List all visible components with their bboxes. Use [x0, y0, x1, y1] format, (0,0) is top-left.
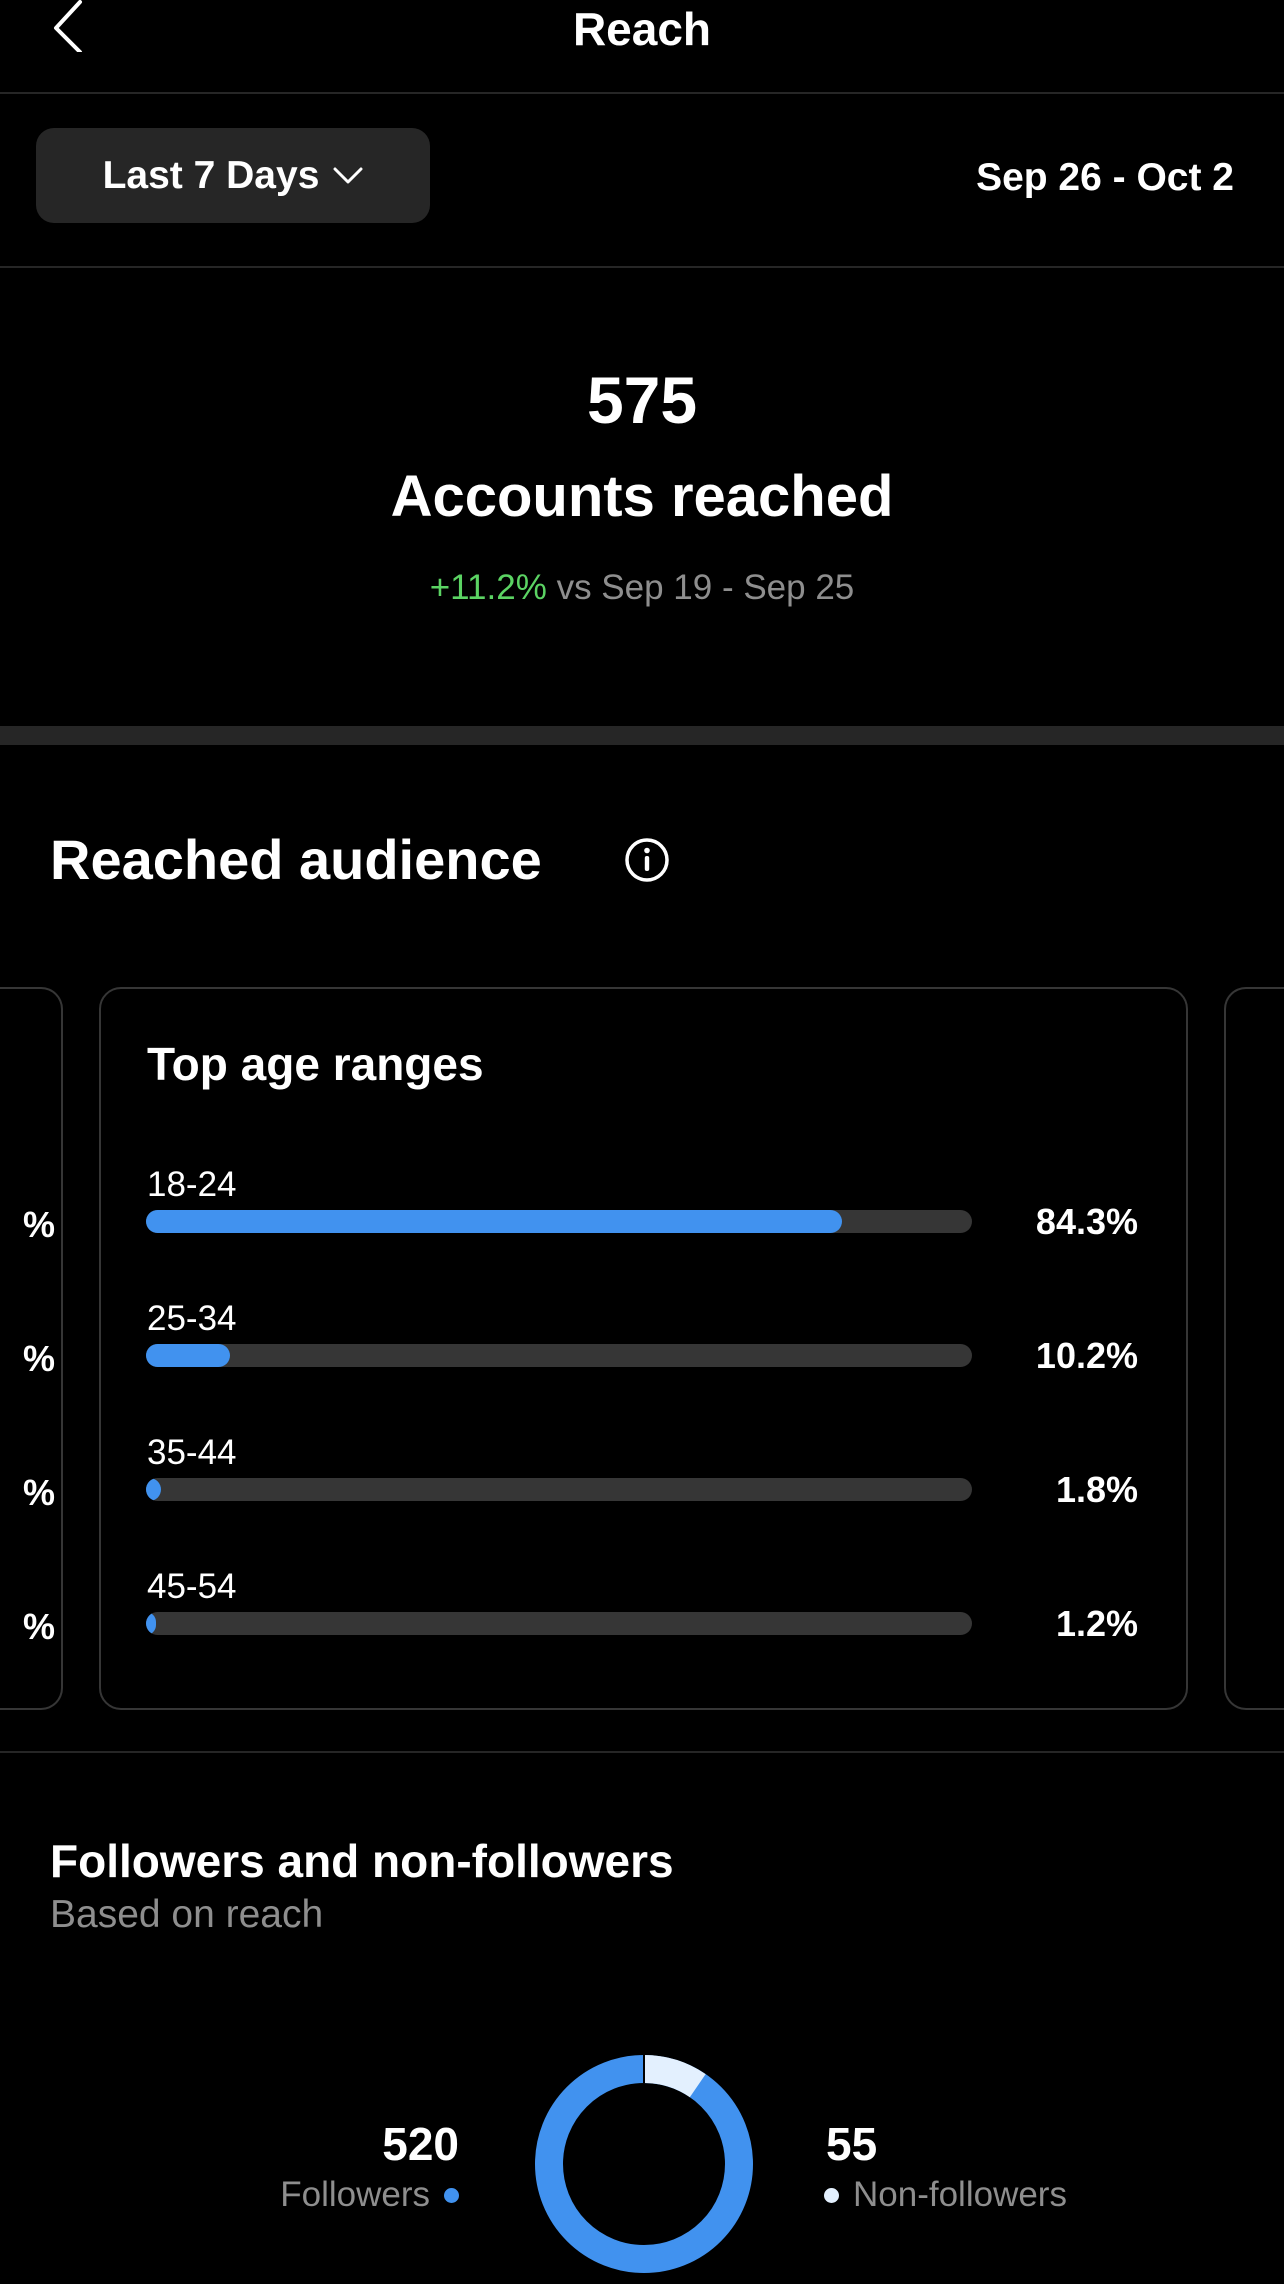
age-range-bar [146, 1478, 972, 1501]
age-card-title: Top age ranges [147, 1038, 484, 1090]
non-followers-dot-icon [824, 2187, 839, 2203]
age-range-percent: 1.8% [1055, 1469, 1138, 1510]
peek-value: % [22, 1338, 55, 1379]
followers-count: 520 [382, 2118, 459, 2170]
age-range-bar [146, 1612, 972, 1635]
age-range-label: 45-54 [147, 1567, 237, 1606]
age-range-bar [146, 1344, 972, 1367]
accounts-reached-count: 575 [586, 363, 698, 437]
followers-label: Followers [280, 2175, 430, 2214]
non-followers-legend: Non-followers [824, 2175, 1067, 2215]
age-range-bar [146, 1210, 972, 1233]
peek-value: % [22, 1204, 55, 1245]
comparison-text: +11.2% vs Sep 19 - Sep 25 [0, 568, 1284, 608]
date-range-text: Sep 26 - Oct 2 [976, 156, 1234, 199]
audience-card-previous[interactable]: % % % % [0, 987, 63, 1710]
top-age-ranges-card[interactable] [99, 987, 1188, 1710]
age-range-label: 25-34 [147, 1299, 237, 1338]
age-range-bar-fill [146, 1210, 843, 1233]
donut-followers-segment [535, 2055, 753, 2273]
followers-section-subtitle: Based on reach [50, 1893, 324, 1936]
followers-legend: Followers [280, 2175, 459, 2215]
age-range-bar-fill [146, 1478, 161, 1501]
followers-dot-icon [444, 2187, 459, 2203]
audience-card-next[interactable] [1224, 987, 1284, 1710]
page-title: Reach [572, 3, 712, 55]
chevron-down-icon [333, 167, 363, 183]
divider [0, 92, 1284, 94]
age-range-bar-fill [146, 1612, 156, 1635]
accounts-reached-label: Accounts reached [390, 464, 894, 529]
divider [0, 1751, 1284, 1753]
info-icon[interactable] [624, 837, 670, 883]
date-range-label: Last 7 Days [102, 153, 320, 197]
peek-value: % [22, 1472, 55, 1513]
peek-value: % [22, 1606, 55, 1647]
followers-donut-chart [535, 2055, 753, 2273]
age-range-percent: 84.3% [1035, 1201, 1138, 1242]
non-followers-label: Non-followers [853, 2175, 1067, 2214]
followers-section-title: Followers and non-followers [50, 1835, 674, 1887]
reached-audience-title: Reached audience [50, 828, 542, 891]
date-range-dropdown[interactable]: Last 7 Days [36, 128, 430, 223]
back-chevron-left-icon[interactable] [50, 0, 90, 52]
delta-percent: +11.2% [429, 568, 547, 607]
age-range-label: 18-24 [147, 1165, 237, 1204]
divider [0, 266, 1284, 268]
age-range-percent: 10.2% [1035, 1335, 1138, 1376]
age-range-percent: 1.2% [1055, 1603, 1138, 1644]
non-followers-count: 55 [826, 2118, 878, 2170]
age-range-bar-fill [146, 1344, 231, 1367]
age-range-label: 35-44 [147, 1433, 237, 1472]
comparison-period: vs Sep 19 - Sep 25 [556, 568, 855, 607]
section-divider [0, 726, 1284, 745]
